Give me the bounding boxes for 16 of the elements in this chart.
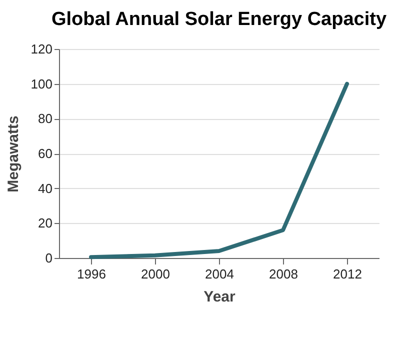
x-tick-label: 2004 bbox=[205, 266, 234, 282]
x-tick-label: 2008 bbox=[269, 266, 298, 282]
y-tick-label: 0 bbox=[45, 250, 52, 266]
x-tick-label: 1996 bbox=[77, 266, 106, 282]
chart-title: Global Annual Solar Energy Capacity bbox=[51, 9, 387, 30]
y-tick-label: 20 bbox=[38, 216, 52, 231]
y-tick-label: 80 bbox=[38, 111, 52, 126]
y-axis-title: Megawatts bbox=[4, 116, 22, 192]
x-tick-label: 2012 bbox=[333, 266, 362, 282]
y-tick-label: 60 bbox=[38, 146, 52, 161]
y-tick-label: 100 bbox=[30, 76, 52, 92]
line-series bbox=[89, 82, 349, 260]
y-tick-label: 120 bbox=[30, 42, 52, 56]
x-tick-label: 2000 bbox=[141, 266, 170, 282]
x-axis-title: Year bbox=[204, 288, 236, 306]
y-tick-label: 40 bbox=[38, 180, 52, 196]
